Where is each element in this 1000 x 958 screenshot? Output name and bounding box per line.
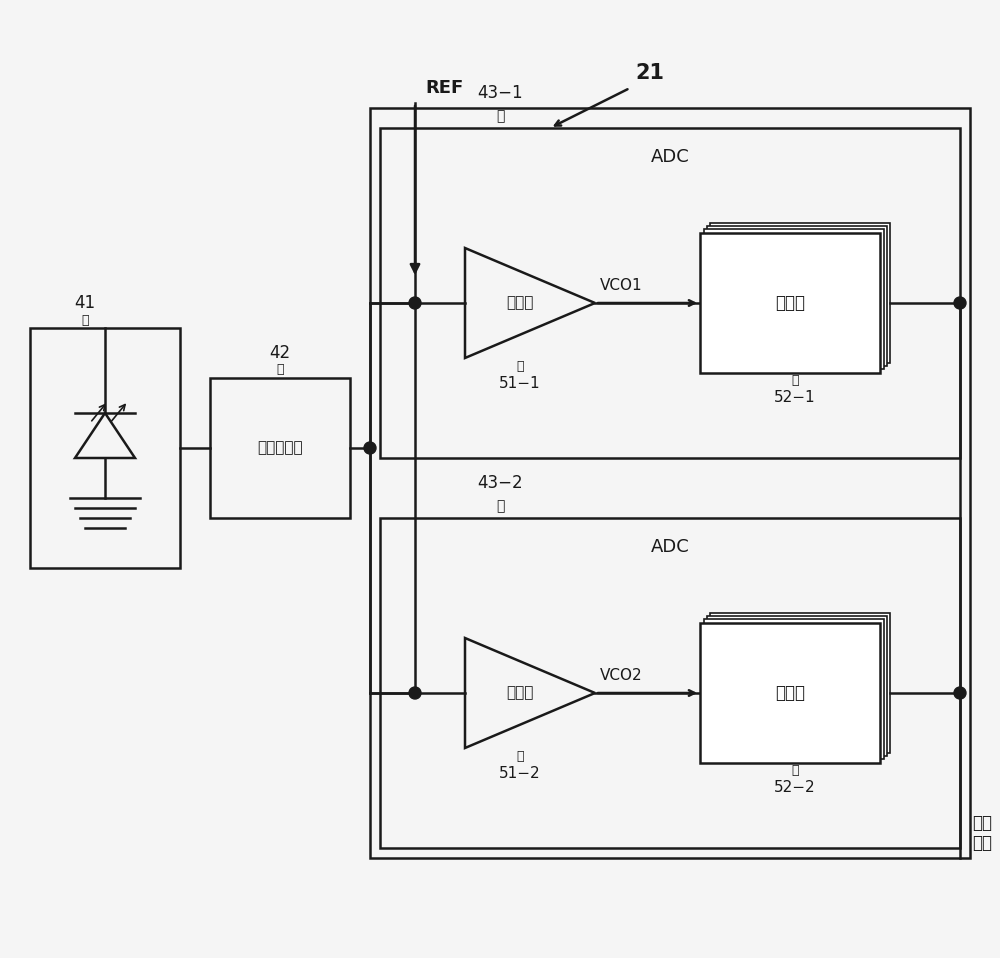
Bar xyxy=(704,229,884,369)
Bar xyxy=(370,108,970,858)
Text: 41: 41 xyxy=(74,294,96,312)
Text: ⌣: ⌣ xyxy=(791,764,799,778)
Text: ⌣: ⌣ xyxy=(791,375,799,387)
Text: ADC: ADC xyxy=(651,148,689,166)
Bar xyxy=(210,378,350,518)
Bar xyxy=(380,128,960,458)
Text: 数据
总线: 数据 总线 xyxy=(972,813,992,853)
Text: 43−2: 43−2 xyxy=(477,474,523,492)
Text: 42: 42 xyxy=(269,344,291,362)
Text: 比较器: 比较器 xyxy=(506,686,534,700)
Text: VCO2: VCO2 xyxy=(600,668,643,682)
Text: 21: 21 xyxy=(636,63,664,83)
Text: 锁存部: 锁存部 xyxy=(775,684,805,702)
Text: VCO1: VCO1 xyxy=(600,278,643,292)
Circle shape xyxy=(364,442,376,454)
Circle shape xyxy=(954,687,966,699)
Bar xyxy=(707,616,887,756)
Text: ADC: ADC xyxy=(651,538,689,556)
Circle shape xyxy=(954,297,966,309)
Circle shape xyxy=(409,297,421,309)
Bar xyxy=(700,233,880,373)
Bar xyxy=(707,226,887,366)
Text: ⌣: ⌣ xyxy=(516,359,524,373)
Text: 锁存部: 锁存部 xyxy=(775,294,805,312)
Bar xyxy=(704,619,884,759)
Text: REF: REF xyxy=(425,79,463,97)
Text: ⌣: ⌣ xyxy=(496,499,504,513)
Text: ⌣: ⌣ xyxy=(496,109,504,123)
Bar xyxy=(700,623,880,763)
Text: 51−2: 51−2 xyxy=(499,765,541,781)
Text: 51−1: 51−1 xyxy=(499,376,541,391)
Text: ⌣: ⌣ xyxy=(516,749,524,763)
Text: 43−1: 43−1 xyxy=(477,84,523,102)
Bar xyxy=(710,223,890,363)
Text: 52−2: 52−2 xyxy=(774,781,816,795)
Bar xyxy=(710,613,890,753)
Text: 52−1: 52−1 xyxy=(774,391,816,405)
Text: 电荷分配部: 电荷分配部 xyxy=(257,441,303,455)
Text: 比较器: 比较器 xyxy=(506,295,534,310)
Text: ⌣: ⌣ xyxy=(81,313,89,327)
Text: ⌣: ⌣ xyxy=(276,363,284,376)
Circle shape xyxy=(409,687,421,699)
Bar xyxy=(380,518,960,848)
Bar xyxy=(30,328,180,568)
